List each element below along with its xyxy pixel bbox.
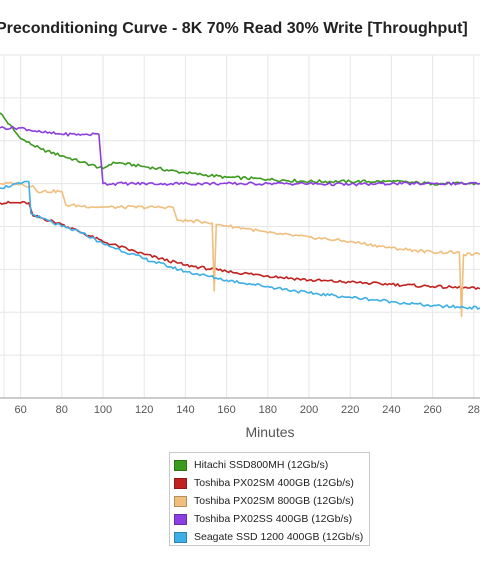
series-line-5 [0, 180, 480, 310]
series-line-2 [0, 200, 480, 290]
series-line-1 [0, 112, 480, 186]
x-tick-label: 100 [94, 404, 112, 416]
legend-swatch [174, 459, 187, 471]
chart-title: Preconditioning Curve - 8K 70% Read 30% … [0, 20, 468, 37]
x-tick-label: 120 [135, 404, 153, 416]
x-tick-label: 180 [259, 404, 277, 416]
legend-swatch [174, 513, 187, 525]
x-tick-label: 140 [176, 404, 194, 416]
x-tick-label: 220 [341, 404, 359, 416]
x-tick-label: 200 [300, 404, 318, 416]
legend-label: Seagate SSD 1200 400GB (12Gb/s) [194, 531, 364, 543]
x-tick-label: 28 [468, 404, 480, 416]
legend-item-2[interactable]: Toshiba PX02SM 400GB (12Gb/s) [174, 474, 369, 492]
x-tick-label: 160 [217, 404, 235, 416]
legend-swatch [174, 495, 187, 507]
legend-item-1[interactable]: Hitachi SSD800MH (12Gb/s) [174, 456, 369, 474]
legend-label: Hitachi SSD800MH (12Gb/s) [194, 459, 329, 471]
chart-legend: Hitachi SSD800MH (12Gb/s) Toshiba PX02SM … [169, 452, 370, 546]
legend-item-4[interactable]: Toshiba PX02SS 400GB (12Gb/s) [174, 510, 369, 528]
x-tick-label: 80 [56, 404, 68, 416]
legend-label: Toshiba PX02SM 400GB (12Gb/s) [194, 477, 354, 489]
x-tick-label: 240 [382, 404, 400, 416]
legend-swatch [174, 477, 187, 489]
legend-label: Toshiba PX02SS 400GB (12Gb/s) [194, 513, 353, 525]
legend-item-3[interactable]: Toshiba PX02SM 800GB (12Gb/s) [174, 492, 369, 510]
legend-label: Toshiba PX02SM 800GB (12Gb/s) [194, 495, 354, 507]
x-tick-label: 60 [14, 404, 26, 416]
series-line-3 [0, 181, 480, 318]
legend-swatch [174, 531, 187, 543]
x-tick-label: 260 [423, 404, 441, 416]
x-axis-label: Minutes [245, 424, 294, 440]
legend-item-5[interactable]: Seagate SSD 1200 400GB (12Gb/s) [174, 528, 369, 546]
series-line-4 [0, 125, 480, 187]
